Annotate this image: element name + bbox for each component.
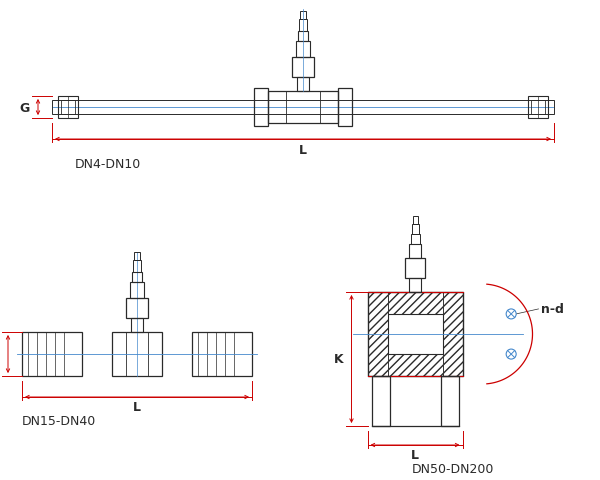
Bar [528,97,548,119]
Bar [531,101,545,115]
Bar [192,332,252,376]
Bar [130,282,144,299]
Bar [268,92,338,124]
Bar [134,252,140,261]
Circle shape [506,349,516,360]
Bar [440,376,458,426]
Bar [292,58,314,78]
Bar [296,42,310,58]
Bar [443,292,463,376]
Bar [371,376,389,426]
Bar [548,101,554,115]
Bar [388,354,443,376]
Bar [132,273,142,282]
Bar [133,261,141,273]
Bar [61,101,75,115]
Bar [131,318,143,332]
Bar [412,225,419,235]
Bar [22,332,82,376]
Text: L: L [299,143,307,156]
Bar [413,216,418,225]
Text: DN50-DN200: DN50-DN200 [412,463,494,476]
Bar [300,12,306,20]
Bar [368,292,388,376]
Bar [405,258,425,278]
Text: DN4-DN10: DN4-DN10 [75,157,141,170]
Bar [112,332,162,376]
Text: DN15-DN40: DN15-DN40 [22,415,96,428]
Bar [298,32,308,42]
Text: K: K [334,353,344,366]
Bar [58,97,78,119]
Text: n-d: n-d [541,303,563,316]
Bar [388,314,443,354]
Bar [52,101,58,115]
Text: L: L [411,449,419,462]
Circle shape [506,309,516,319]
Bar [411,235,420,244]
Bar [409,244,421,258]
Bar [254,89,268,127]
Text: L: L [133,401,141,414]
Bar [299,20,307,32]
Bar [338,89,352,127]
Bar [388,292,443,314]
Bar [297,78,309,92]
Bar [368,292,463,376]
Text: G: G [20,101,30,114]
Bar [126,299,148,318]
Bar [409,278,421,292]
